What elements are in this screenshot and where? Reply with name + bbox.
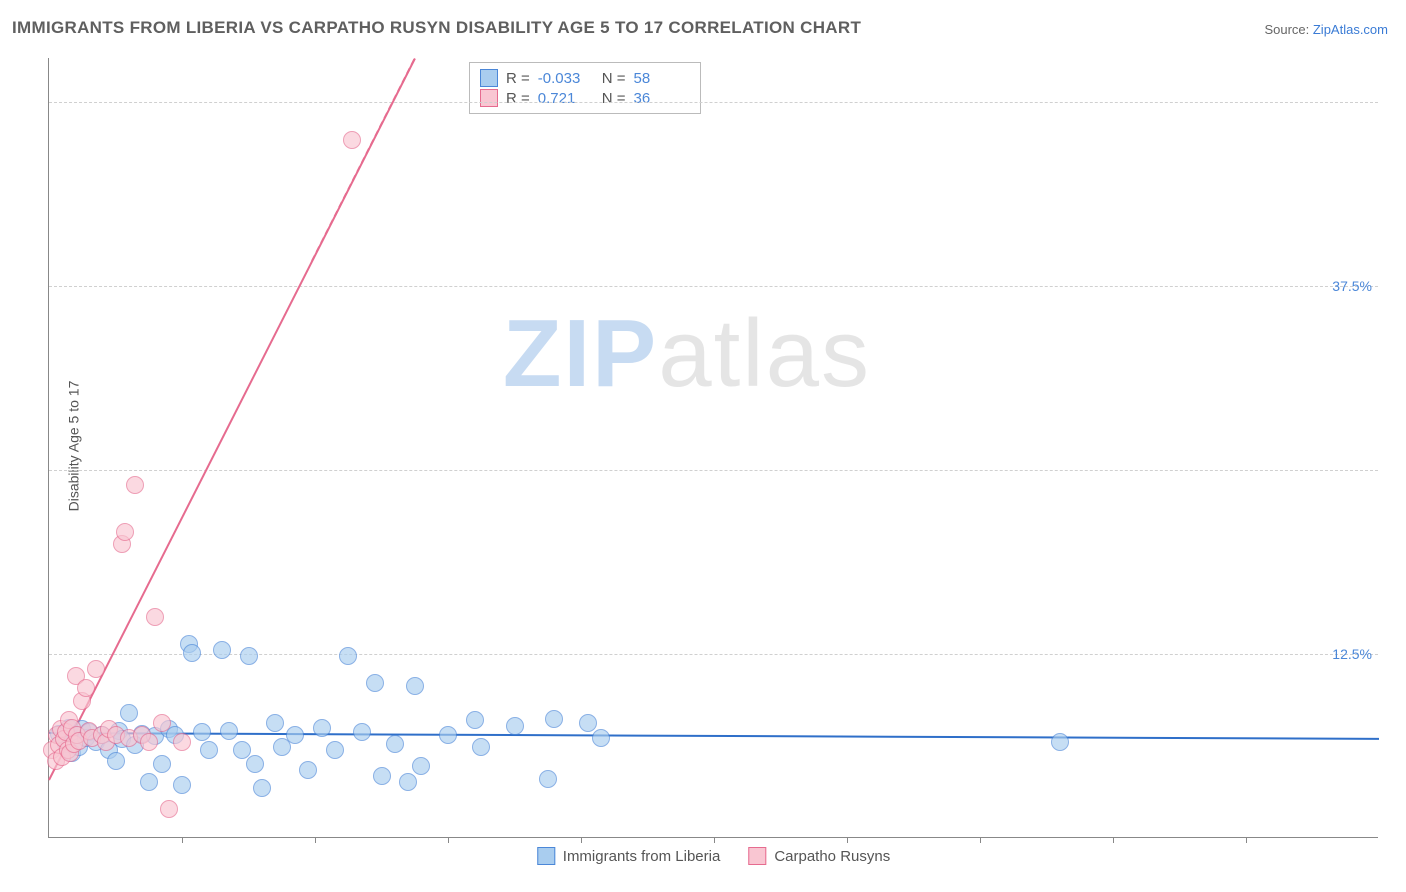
legend-item: Carpatho Rusyns: [748, 847, 890, 865]
legend-label: Immigrants from Liberia: [563, 848, 721, 865]
data-point: [183, 644, 201, 662]
y-tick-label: 37.5%: [1332, 278, 1372, 294]
x-tick-mark: [182, 837, 183, 843]
legend-r-label: R =: [506, 70, 530, 87]
data-point: [326, 741, 344, 759]
data-point: [126, 476, 144, 494]
data-point: [193, 723, 211, 741]
data-point: [386, 735, 404, 753]
data-point: [220, 722, 238, 740]
source-link[interactable]: ZipAtlas.com: [1313, 22, 1388, 37]
legend-r-value: -0.033: [538, 70, 594, 87]
data-point: [339, 647, 357, 665]
source-prefix: Source:: [1264, 22, 1312, 37]
legend-swatch: [480, 89, 498, 107]
x-tick-mark: [315, 837, 316, 843]
scatter-plot-area: ZIPatlas R =-0.033N =58R =0.721N =36 Imm…: [48, 58, 1378, 838]
data-point: [77, 679, 95, 697]
data-point: [439, 726, 457, 744]
legend-item: Immigrants from Liberia: [537, 847, 721, 865]
data-point: [253, 779, 271, 797]
data-point: [116, 523, 134, 541]
data-point: [373, 767, 391, 785]
data-point: [539, 770, 557, 788]
data-point: [545, 710, 563, 728]
gridline: [49, 286, 1378, 287]
data-point: [313, 719, 331, 737]
source-attribution: Source: ZipAtlas.com: [1264, 22, 1388, 37]
x-tick-mark: [448, 837, 449, 843]
data-point: [366, 674, 384, 692]
data-point: [160, 800, 178, 818]
data-point: [146, 608, 164, 626]
data-point: [173, 776, 191, 794]
data-point: [153, 755, 171, 773]
legend-label: Carpatho Rusyns: [774, 848, 890, 865]
data-point: [107, 752, 125, 770]
x-tick-mark: [581, 837, 582, 843]
legend-n-label: N =: [602, 70, 626, 87]
data-point: [579, 714, 597, 732]
legend-row: R = 0.721 N = 36: [480, 89, 690, 107]
data-point: [343, 131, 361, 149]
data-point: [266, 714, 284, 732]
data-point: [213, 641, 231, 659]
correlation-legend: R = -0.033 N = 58 R = 0.721 N = 36: [469, 62, 701, 114]
legend-r-label: R =: [506, 90, 530, 107]
data-point: [592, 729, 610, 747]
x-tick-mark: [980, 837, 981, 843]
x-tick-mark: [847, 837, 848, 843]
data-point: [1051, 733, 1069, 751]
legend-swatch: [748, 847, 766, 865]
data-point: [399, 773, 417, 791]
data-point: [233, 741, 251, 759]
trend-line: [311, 59, 415, 262]
data-point: [466, 711, 484, 729]
legend-n-value: 36: [634, 90, 690, 107]
data-point: [506, 717, 524, 735]
data-point: [246, 755, 264, 773]
legend-r-value: 0.721: [538, 90, 594, 107]
trend-line: [49, 732, 1379, 740]
x-tick-mark: [1113, 837, 1114, 843]
legend-n-label: N =: [602, 90, 626, 107]
data-point: [140, 773, 158, 791]
data-point: [200, 741, 218, 759]
data-point: [120, 704, 138, 722]
data-point: [286, 726, 304, 744]
data-point: [140, 733, 158, 751]
legend-n-value: 58: [634, 70, 690, 87]
watermark: ZIPatlas: [503, 299, 871, 409]
legend-swatch: [537, 847, 555, 865]
legend-row: R = -0.033 N = 58: [480, 69, 690, 87]
x-tick-mark: [1246, 837, 1247, 843]
chart-title: IMMIGRANTS FROM LIBERIA VS CARPATHO RUSY…: [12, 18, 861, 38]
data-point: [472, 738, 490, 756]
data-point: [412, 757, 430, 775]
data-point: [299, 761, 317, 779]
data-point: [153, 714, 171, 732]
data-point: [87, 660, 105, 678]
watermark-rest: atlas: [658, 300, 871, 407]
data-point: [353, 723, 371, 741]
data-point: [240, 647, 258, 665]
gridline: [49, 102, 1378, 103]
series-legend: Immigrants from Liberia Carpatho Rusyns: [537, 847, 890, 865]
data-point: [406, 677, 424, 695]
y-tick-label: 12.5%: [1332, 646, 1372, 662]
gridline: [49, 470, 1378, 471]
data-point: [173, 733, 191, 751]
watermark-bold: ZIP: [503, 300, 658, 407]
legend-swatch: [480, 69, 498, 87]
x-tick-mark: [714, 837, 715, 843]
